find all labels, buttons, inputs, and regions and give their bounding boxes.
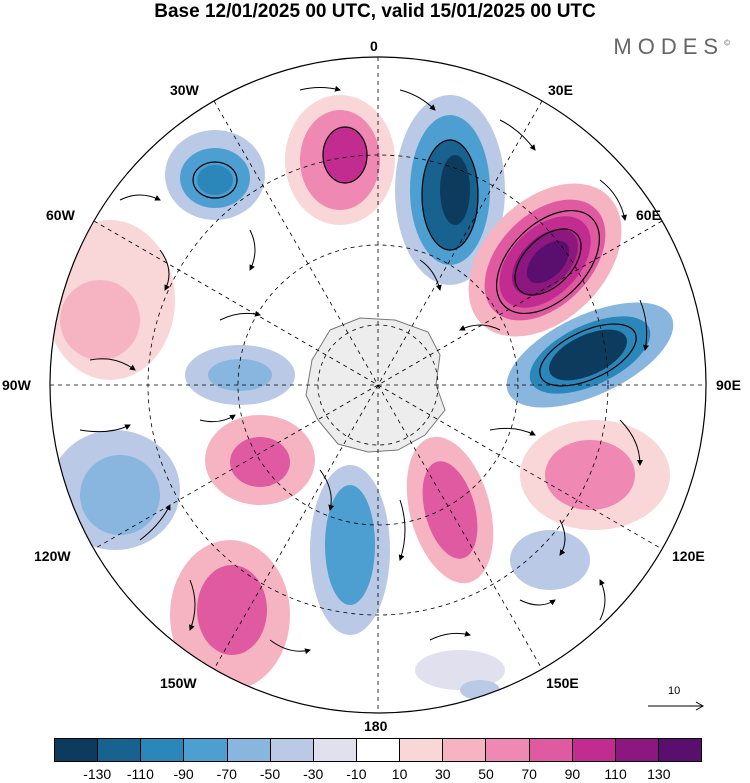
contour-lines	[192, 126, 637, 387]
colorbar-tick-label: -90	[173, 766, 194, 782]
colorbar-ticks: -130 -110 -90 -70 -50 -30 -10 10 30 50 70 90 110 130	[0, 766, 750, 782]
colorbar-swatch	[657, 739, 702, 761]
map-boundary	[49, 56, 707, 714]
colorbar-tick-label: 90	[564, 766, 581, 782]
graticule	[50, 57, 706, 713]
lon-label-0: 0	[370, 38, 378, 54]
brand-mark: ©	[724, 38, 730, 48]
vector-reference-label: 10	[668, 685, 681, 697]
lon-label-90w: 90W	[2, 377, 31, 393]
brand-text: MODES	[613, 34, 725, 59]
lon-label-120e: 120E	[672, 548, 705, 564]
lon-label-60w: 60W	[46, 207, 75, 223]
colorbar-tick-label: -130	[83, 766, 112, 782]
colorbar-swatch	[140, 739, 184, 761]
colorbar-swatch	[55, 739, 98, 761]
colorbar-swatch	[614, 739, 658, 761]
vector-reference-arrow	[648, 701, 705, 711]
colorbar-tick-label: 30	[435, 766, 451, 782]
lon-label-60e: 60E	[636, 207, 661, 223]
colorbar-swatch	[485, 739, 529, 761]
vector-reference: 10	[646, 685, 706, 715]
streamlines	[79, 85, 649, 655]
colorbar-tick-label: 110	[604, 766, 627, 782]
brand-logo: MODES©	[613, 34, 730, 60]
colorbar-swatch	[269, 739, 313, 761]
colorbar-swatch	[312, 739, 356, 761]
colorbar-tick-label: -50	[259, 766, 281, 782]
colorbar-tick-label: 50	[478, 766, 494, 782]
colorbar-tick-label: 130	[647, 766, 671, 782]
colorbar-swatch	[97, 739, 141, 761]
colorbar-tick-label: -10	[346, 766, 367, 782]
lon-label-30w: 30W	[170, 82, 199, 98]
colorbar-tick-label: 10	[391, 766, 408, 782]
antarctica-landmass	[305, 317, 446, 453]
colorbar-swatch	[226, 739, 270, 761]
lon-label-120w: 120W	[34, 548, 71, 564]
polar-map	[49, 56, 707, 714]
lon-label-150e: 150E	[546, 675, 579, 691]
colorbar-swatch	[183, 739, 227, 761]
colorbar-tick-label: 70	[521, 766, 537, 782]
colorbar-swatch	[399, 739, 443, 761]
colorbar-tick-label: -70	[216, 766, 237, 782]
lon-label-90e: 90E	[716, 377, 741, 393]
colorbar-swatch	[528, 739, 572, 761]
colorbar-tick-label: -30	[303, 766, 324, 782]
colorbar-swatch	[355, 739, 400, 761]
map-title: Base 12/01/2025 00 UTC, valid 15/01/2025…	[154, 1, 596, 22]
lon-label-180: 180	[364, 718, 388, 734]
colorbar-swatch	[571, 739, 615, 761]
colorbar-swatch	[442, 739, 486, 761]
lon-label-150w: 150W	[160, 675, 197, 691]
colorbar	[54, 738, 702, 762]
lon-label-30e: 30E	[548, 82, 573, 98]
colorbar-tick-label: -110	[126, 766, 154, 782]
